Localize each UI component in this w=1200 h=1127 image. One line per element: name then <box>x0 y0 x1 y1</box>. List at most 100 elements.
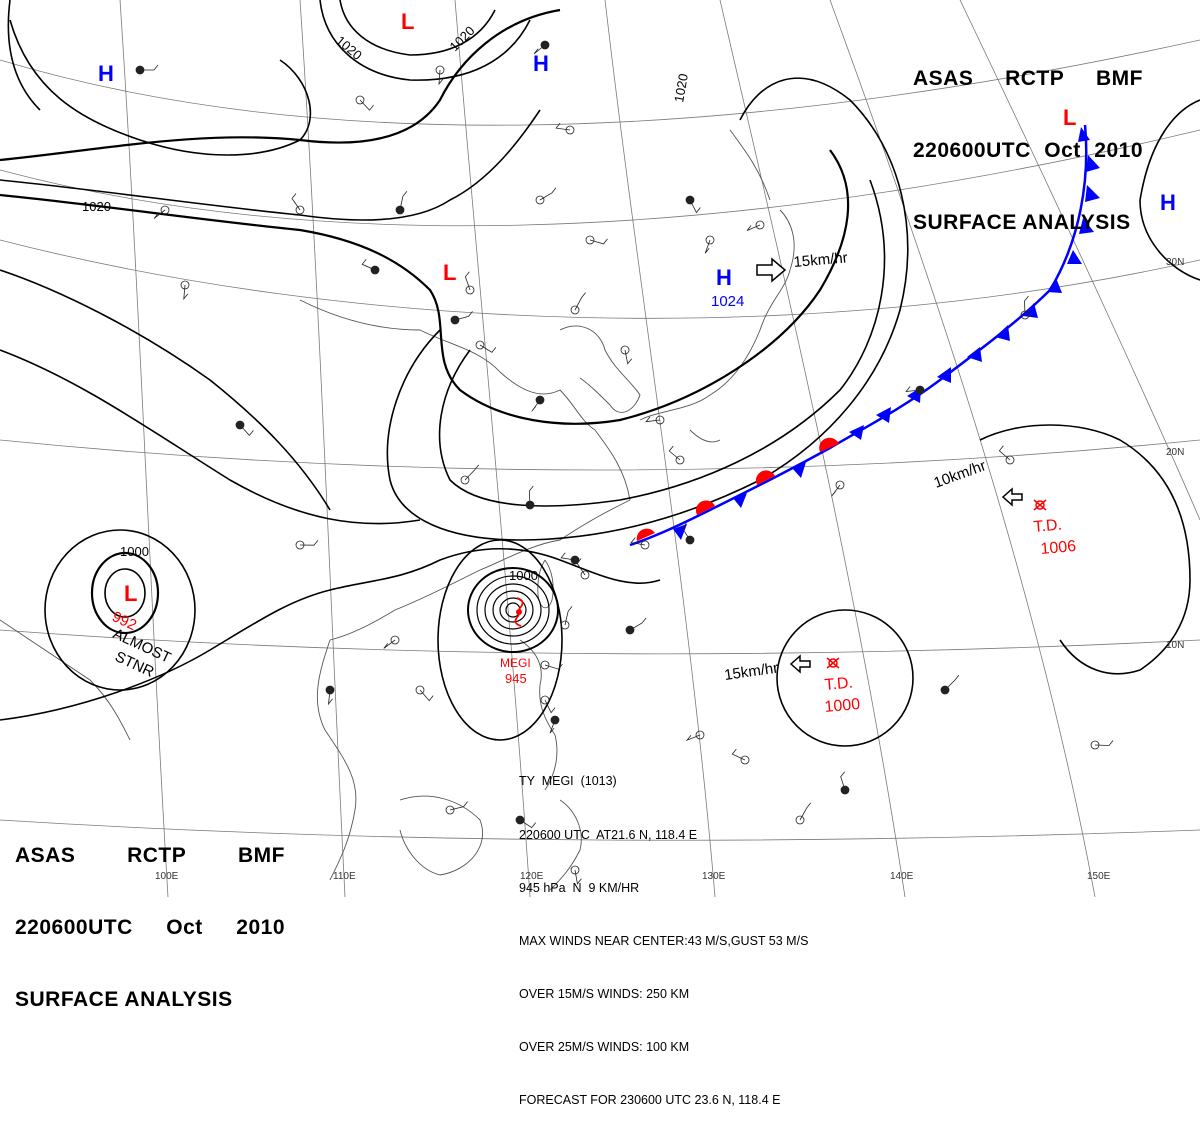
td-pressure: 1006 <box>1040 538 1077 558</box>
graticule <box>0 0 1200 897</box>
coast-indochina <box>316 639 357 881</box>
station-marker <box>295 205 305 215</box>
header-agency: ASAS <box>913 67 974 90</box>
header-month: Oct <box>1044 139 1081 162</box>
station-marker <box>620 345 630 355</box>
wind-barb <box>544 663 563 670</box>
wind-barb <box>905 386 921 393</box>
isobar <box>438 179 886 507</box>
typhoon-info-line: 220600 UTC AT21.6 N, 118.4 E <box>519 827 698 842</box>
station-marker <box>390 635 400 645</box>
wind-barb <box>449 801 468 811</box>
high-center-label: H <box>1160 190 1176 215</box>
station-marker <box>560 620 570 630</box>
parallel-40n <box>0 39 1200 126</box>
longitude-label: 120E <box>520 871 544 882</box>
typhoon-info-line: MAX WINDS NEAR CENTER:43 M/S,GUST 53 M/S <box>519 933 809 948</box>
wind-barb <box>681 523 691 541</box>
motion-arrows <box>756 257 1023 674</box>
header-year: 2010 <box>1094 139 1143 162</box>
typhoon-info-line: OVER 15M/S WINDS: 250 KM <box>519 986 690 1001</box>
header-time: 220600UTC <box>15 916 133 939</box>
megi-name: MEGI <box>500 656 531 670</box>
coast-borneo <box>399 795 484 876</box>
isobar <box>44 529 196 691</box>
station-marker <box>570 865 580 875</box>
station-marker <box>835 480 845 490</box>
station-marker <box>695 730 705 740</box>
meridian-110e <box>299 0 346 897</box>
typhoon-info-line: 945 hPa N 9 KM/HR <box>519 880 640 895</box>
wind-barb <box>299 539 319 546</box>
header-station: RCTP <box>127 844 187 867</box>
wind-barb <box>630 537 646 546</box>
station-marker <box>465 285 475 295</box>
wind-barb <box>555 122 571 131</box>
wind-barb <box>544 699 556 714</box>
wind-barb <box>519 819 537 829</box>
td-icon <box>1033 499 1047 511</box>
motion-arrow-icon <box>756 257 787 283</box>
graticule-labels: 30N 20N 10N 100E 110E 120E 130E 140E 150… <box>155 257 1184 882</box>
station-marker <box>445 805 455 815</box>
coast-philippines-south <box>549 799 582 891</box>
stationary-front-line <box>629 446 831 547</box>
low-center-label: L <box>443 260 456 285</box>
wind-barb <box>589 238 608 245</box>
typhoon-info-line: FORECAST FOR 230600 UTC 23.6 N, 118.4 E <box>519 1093 781 1108</box>
isobar <box>0 0 331 511</box>
wind-barb <box>560 552 576 561</box>
coast-india <box>0 619 131 741</box>
station-marker <box>740 755 750 765</box>
station-marker <box>355 95 365 105</box>
wind-barb <box>746 224 761 231</box>
wind-barb <box>153 209 166 219</box>
high-center-label: H <box>533 51 549 76</box>
wind-barb <box>840 771 846 791</box>
parallel-20n <box>0 439 1200 471</box>
wind-barb <box>291 193 301 211</box>
meridian-160e <box>959 0 1200 521</box>
wind-barb <box>574 869 582 885</box>
cold-front-triangles <box>673 127 1100 540</box>
meridian-150e <box>829 0 1096 897</box>
isobar <box>0 8 561 162</box>
station-marker <box>535 195 545 205</box>
wind-barb <box>704 239 711 254</box>
header-time: 220600UTC <box>913 139 1031 162</box>
latitude-label: 30N <box>1166 257 1184 268</box>
typhoon-isobars <box>437 539 563 741</box>
low-center-label: L <box>124 581 137 606</box>
station-marker <box>755 220 765 230</box>
coast-korea <box>559 325 641 413</box>
td-pressure: 1000 <box>824 696 861 716</box>
wind-barb <box>944 674 960 691</box>
wind-barb <box>327 689 333 706</box>
station-marker <box>415 685 425 695</box>
motion-speed-label: 15km/hr <box>793 249 848 271</box>
wind-barb <box>564 606 573 626</box>
isobar-low-992 <box>90 551 160 635</box>
wind-barb <box>361 259 376 271</box>
isobar-label: 1020 <box>82 199 111 214</box>
wind-barb <box>479 344 497 353</box>
wind-barb <box>539 187 557 201</box>
isobar-label: 1000 <box>120 544 149 559</box>
low-center-label: L <box>401 9 414 34</box>
typhoon-info-block: TY MEGI (1013) 220600 UTC AT21.6 N, 118.… <box>519 738 808 1127</box>
low-center-label: L <box>1063 105 1076 130</box>
header-office: BMF <box>238 844 285 867</box>
wind-barb <box>731 748 746 761</box>
meridian-130e <box>604 0 716 897</box>
wind-barb <box>359 99 374 111</box>
wind-barb <box>799 802 812 821</box>
isobar <box>319 0 531 81</box>
wind-barb <box>629 617 647 631</box>
coast-japan <box>639 129 795 443</box>
station-marker <box>705 235 715 245</box>
station-marker <box>475 340 485 350</box>
pressure-centers: H H H 1024 H L L L L 992 <box>98 9 1176 634</box>
wind-barb <box>140 64 159 71</box>
isobar <box>339 0 496 56</box>
wind-barb <box>531 399 541 412</box>
